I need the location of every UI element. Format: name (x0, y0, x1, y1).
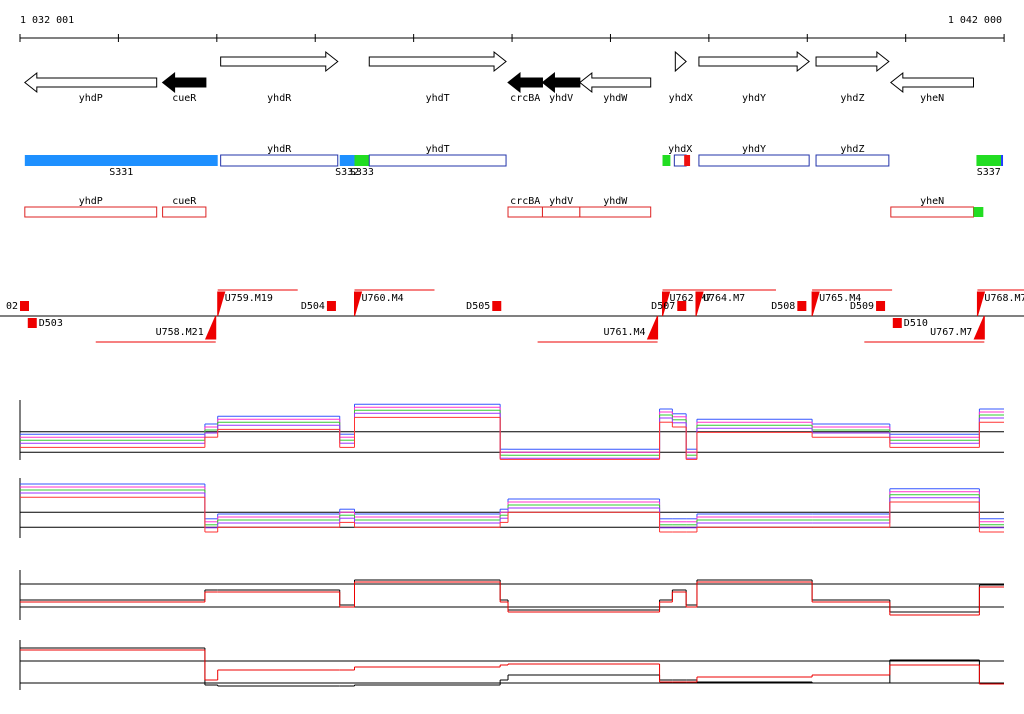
feature-label: cueR (172, 196, 197, 207)
segment-flag (646, 315, 659, 340)
segment-flag (973, 315, 985, 340)
gene-label: crcBA (510, 93, 540, 104)
segment-marker (797, 301, 807, 311)
segment-marker (27, 318, 37, 328)
ruler-start: 1 032 001 (20, 15, 74, 26)
segment-label: U762.M7 (670, 293, 712, 304)
feature (890, 206, 974, 218)
gene-arrow (24, 71, 158, 94)
feature-label: S332 (335, 167, 359, 178)
segment-label: U760.M4 (361, 293, 403, 304)
segment-flag (976, 291, 986, 317)
gene-arrow (507, 71, 543, 94)
feature-label: S331 (109, 167, 133, 178)
segment-flag (695, 291, 704, 317)
segment-label: D509 (850, 301, 874, 312)
gene-arrow (579, 71, 652, 94)
gene-arrow (161, 71, 207, 94)
gene-arrow (220, 50, 339, 73)
segment-label: U759.M19 (225, 293, 273, 304)
feature (368, 154, 507, 167)
feature (1001, 155, 1004, 166)
segment-label: D503 (39, 318, 63, 329)
segment-label: U758.M21 (156, 327, 204, 338)
gene-label: yhdV (549, 93, 573, 104)
segment-label: U764.M7 (703, 293, 745, 304)
feature (662, 155, 671, 166)
feature-label: yheN (920, 196, 944, 207)
gene-label: yhdW (603, 93, 628, 104)
segment-flag (204, 315, 217, 340)
gene-label: cueR (172, 93, 197, 104)
feature (815, 154, 890, 167)
segment-label: 02 (6, 301, 18, 312)
segment-label: D510 (904, 318, 928, 329)
gene-arrow (541, 71, 581, 94)
segment-marker (492, 301, 502, 311)
feature-label: yhdX (668, 144, 692, 155)
segment-label: U768.M7 (984, 293, 1024, 304)
segment-label: D507 (651, 301, 675, 312)
feature (162, 206, 207, 218)
segment-label: U767.M7 (930, 327, 972, 338)
feature-label: yhdY (742, 144, 766, 155)
segment-flag (217, 291, 226, 317)
feature (976, 155, 1002, 166)
segment-label: D505 (466, 301, 490, 312)
feature (973, 207, 984, 217)
gene-label: yhdR (267, 93, 292, 104)
feature-label: S333 (350, 167, 374, 178)
segment-label: U765.M4 (819, 293, 861, 304)
gene-label: yhdX (669, 93, 693, 104)
feature-label: yhdR (267, 144, 292, 155)
segment-label: D504 (301, 301, 325, 312)
gene-label: yhdY (742, 93, 766, 104)
feature (684, 155, 691, 166)
feature (354, 155, 370, 166)
gene-label: yheN (920, 93, 944, 104)
feature-label: yhdP (79, 196, 103, 207)
feature (698, 154, 810, 167)
gene-label: yhdT (426, 93, 450, 104)
gene-label: yhdZ (840, 93, 864, 104)
segment-marker (326, 301, 336, 311)
segment-flag (662, 291, 671, 317)
feature-label: yhdV (549, 196, 573, 207)
gene-arrow (698, 50, 810, 73)
segment-marker (892, 318, 902, 328)
segment-marker (677, 301, 687, 311)
feature-label: yhdZ (840, 144, 864, 155)
segment-marker (20, 301, 29, 311)
segment-label: U761.M4 (603, 327, 645, 338)
feature (579, 206, 652, 218)
feature (24, 155, 218, 166)
feature (220, 154, 339, 167)
gene-arrow (674, 50, 687, 73)
feature-label: crcBA (510, 196, 540, 207)
segment-flag (811, 291, 820, 317)
ruler-end: 1 042 000 (948, 15, 1002, 26)
gene-arrow (890, 71, 974, 94)
feature-label: yhdW (603, 196, 628, 207)
segment-marker (876, 301, 886, 311)
gene-arrow (368, 50, 507, 73)
feature (507, 206, 543, 218)
feature-label: S337 (977, 167, 1001, 178)
feature (24, 206, 158, 218)
gene-arrow (815, 50, 890, 73)
feature (541, 206, 581, 218)
segment-flag (353, 291, 363, 317)
feature-label: yhdT (426, 144, 450, 155)
segment-label: D508 (771, 301, 795, 312)
gene-label: yhdP (79, 93, 103, 104)
feature (339, 155, 355, 166)
